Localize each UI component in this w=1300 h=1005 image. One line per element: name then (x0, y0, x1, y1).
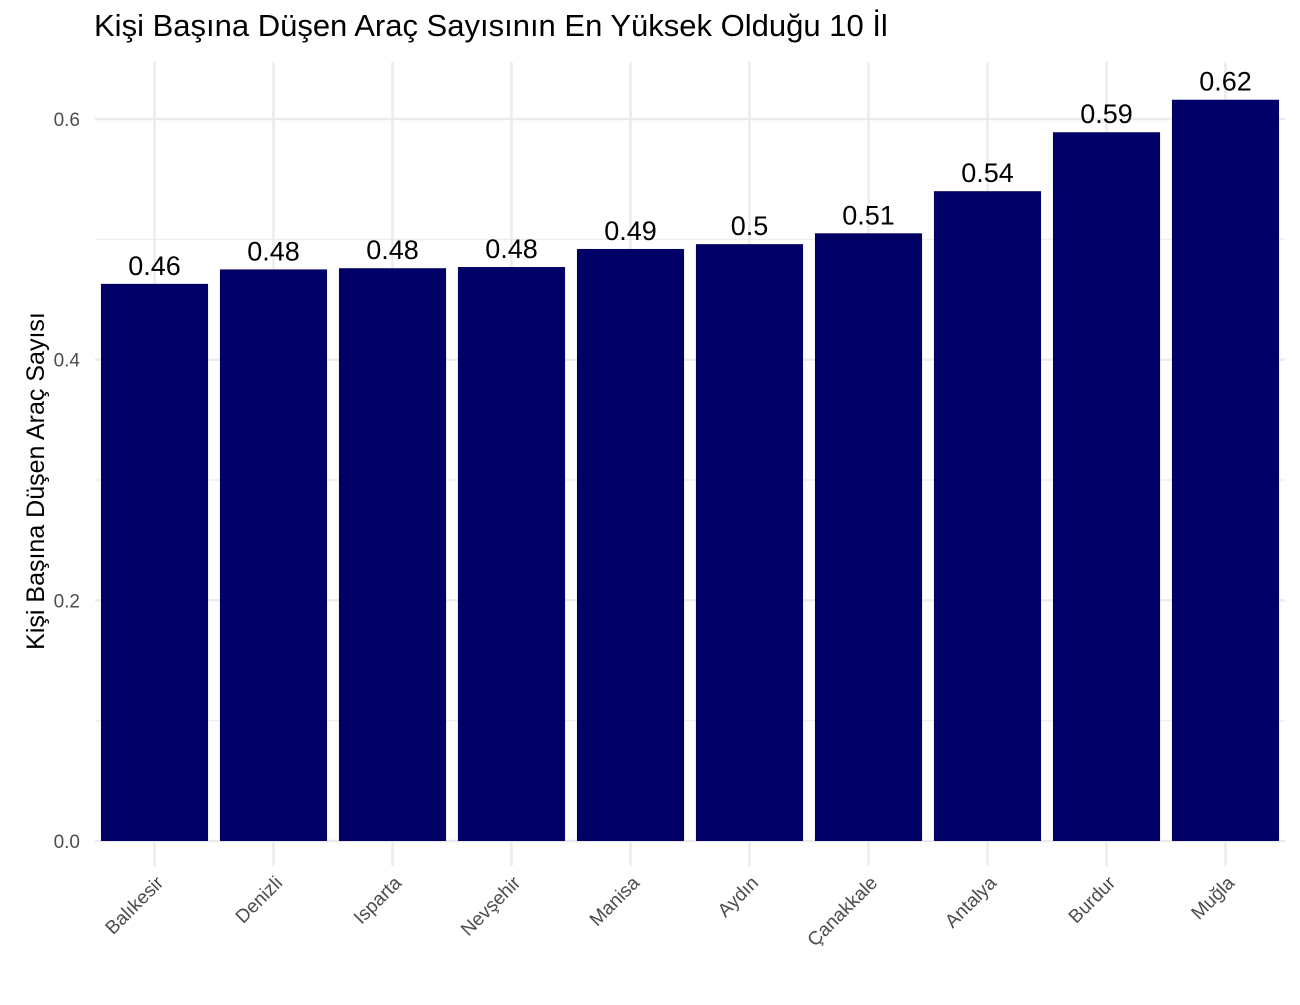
x-tick-label: Denizli (232, 873, 287, 928)
x-tick-label: Isparta (350, 872, 406, 928)
bar (814, 233, 923, 842)
y-tick-label: 0.2 (54, 591, 80, 612)
y-axis-label: Kişi Başına Düşen Araç Sayısı (22, 312, 50, 650)
y-tick-label: 0.6 (54, 110, 80, 131)
data-label: 0.54 (961, 158, 1014, 188)
bars (100, 99, 1280, 842)
bar (1171, 99, 1280, 842)
data-labels: 0.46 0.48 0.48 0.48 0.49 0.5 0.51 0.54 0.59 0.62 (128, 67, 1252, 281)
x-tick-label: Manisa (586, 872, 644, 930)
bar (1052, 132, 1161, 841)
data-label: 0.48 (366, 235, 419, 265)
data-label: 0.46 (128, 251, 181, 281)
x-tick-label: Aydın (714, 873, 763, 922)
bar (933, 191, 1042, 841)
x-tick-label: Balıkesir (102, 872, 169, 939)
x-tick-labels: Balıkesir Denizli Isparta Nevşehir Manisa Ayd… (102, 872, 1240, 951)
data-label: 0.48 (247, 236, 300, 266)
y-tick-label: 0.0 (54, 832, 80, 853)
chart-title: Kişi Başına Düşen Araç Sayısının En Yüks… (94, 8, 888, 43)
bar (338, 268, 447, 841)
bar (576, 248, 685, 841)
x-tick-label: Nevşehir (457, 872, 525, 940)
data-label: 0.59 (1080, 99, 1133, 129)
bar (695, 244, 804, 841)
bar (219, 269, 328, 842)
y-tick-label: 0.4 (54, 351, 81, 372)
data-label: 0.48 (485, 234, 538, 264)
x-tick-label: Çanakkale (804, 873, 882, 951)
x-tick-label: Burdur (1065, 872, 1121, 928)
data-label: 0.51 (842, 200, 895, 230)
data-label: 0.5 (731, 211, 769, 241)
y-tick-labels: 0.0 0.2 0.4 0.6 (54, 110, 81, 853)
bar (100, 283, 209, 841)
x-tick-label: Muğla (1188, 872, 1240, 924)
data-label: 0.49 (604, 216, 657, 246)
bar (457, 267, 566, 841)
x-tick-label: Antalya (941, 872, 1001, 932)
data-label: 0.62 (1199, 67, 1252, 97)
